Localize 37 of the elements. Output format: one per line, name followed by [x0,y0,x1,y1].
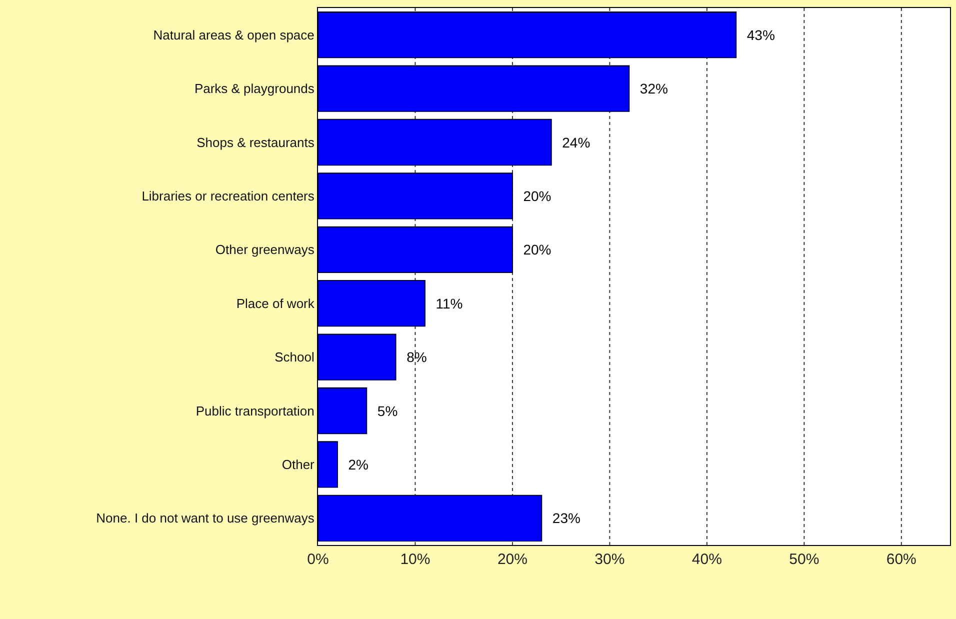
bar [318,226,513,273]
y-tick-label: Parks & playgrounds [194,81,315,96]
bar [318,494,542,542]
x-tick-label: 10% [400,551,430,568]
x-tick-label: 60% [886,551,916,568]
y-tick-label: Place of work [236,296,315,311]
bar [318,334,396,380]
data-label: 20% [515,242,552,258]
y-tick-label: Shops & restaurants [196,134,315,150]
y-tick-label: School [274,350,315,365]
bar [318,172,513,220]
bar [318,65,630,112]
bar [318,387,368,434]
data-label: 23% [544,510,580,526]
y-tick-label: Other greenways [215,242,315,258]
data-label: 11% [428,295,463,312]
bar [318,118,552,166]
data-label: 2% [340,456,368,472]
data-label: 24% [554,134,590,150]
y-tick-label: Natural areas & open space [153,27,314,42]
x-tick-label: 40% [692,551,722,568]
data-label: 43% [739,26,775,43]
data-label: 8% [398,349,427,366]
x-tick-label: 0% [307,551,329,568]
x-tick-label: 50% [789,551,820,568]
bar [318,441,338,488]
y-tick-label: None. I do not want to use greenways [96,510,315,526]
data-label: 5% [370,402,398,419]
y-tick-label: Other [282,457,316,472]
bar [318,280,426,327]
y-tick-label: Libraries or recreation centers [142,188,315,204]
x-tick-label: 20% [497,551,528,568]
bar [318,12,737,58]
y-tick-label: Public transportation [196,403,314,418]
data-label: 20% [515,188,552,204]
data-label: 32% [632,80,668,97]
x-tick-label: 30% [594,551,625,568]
